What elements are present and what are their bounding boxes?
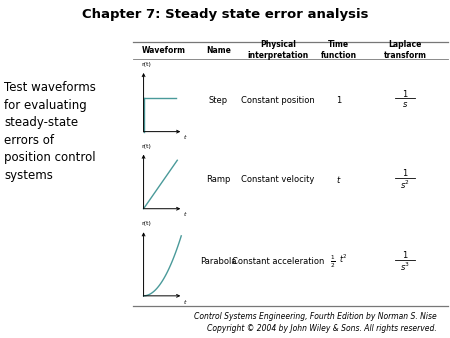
- Text: Step: Step: [209, 96, 228, 105]
- Text: $\frac{1}{2}$: $\frac{1}{2}$: [330, 254, 336, 270]
- Text: Physical
interpretation: Physical interpretation: [247, 40, 309, 60]
- Text: r(t): r(t): [142, 62, 152, 67]
- Text: Time
function: Time function: [320, 40, 357, 60]
- Text: 1: 1: [402, 169, 408, 178]
- Text: 1: 1: [336, 96, 341, 105]
- Text: $s$: $s$: [402, 100, 408, 110]
- Text: 1: 1: [402, 251, 408, 260]
- Text: Constant acceleration: Constant acceleration: [232, 258, 324, 266]
- Text: $t^2$: $t^2$: [339, 253, 347, 265]
- Text: Laplace
transform: Laplace transform: [383, 40, 427, 60]
- Text: Name: Name: [206, 46, 231, 54]
- Text: $t$: $t$: [336, 174, 342, 185]
- Text: Test waveforms
for evaluating
steady-state
errors of
position control
systems: Test waveforms for evaluating steady-sta…: [4, 81, 96, 182]
- Text: Parabola: Parabola: [200, 258, 237, 266]
- Text: Chapter 7: Steady state error analysis: Chapter 7: Steady state error analysis: [82, 8, 368, 21]
- Text: Ramp: Ramp: [206, 175, 230, 184]
- Text: Constant velocity: Constant velocity: [241, 175, 315, 184]
- Text: $s^2$: $s^2$: [400, 178, 410, 191]
- Text: r(t): r(t): [142, 221, 152, 226]
- Text: 1: 1: [402, 90, 408, 99]
- Text: r(t): r(t): [142, 144, 152, 149]
- Text: t: t: [184, 300, 187, 305]
- Text: Constant position: Constant position: [241, 96, 315, 105]
- Text: Waveform: Waveform: [142, 46, 186, 54]
- Text: Control Systems Engineering, Fourth Edition by Norman S. Nise
Copyright © 2004 b: Control Systems Engineering, Fourth Edit…: [194, 312, 436, 333]
- Text: $s^3$: $s^3$: [400, 261, 410, 273]
- Text: t: t: [184, 135, 187, 140]
- Text: t: t: [184, 212, 187, 217]
